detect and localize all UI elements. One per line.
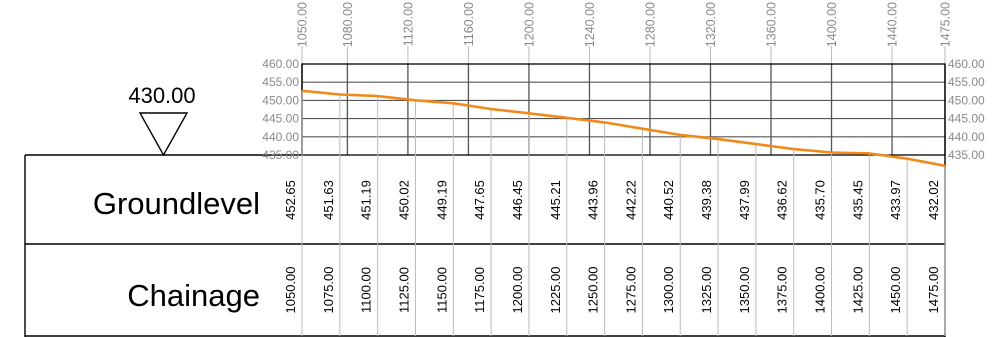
chainage-value: 1325.00 [699, 267, 714, 314]
chainage-value: 1450.00 [888, 267, 903, 314]
y-axis-label-right: 450.00 [948, 93, 985, 107]
groundlevel-value: 447.65 [472, 180, 487, 220]
groundlevel-value: 439.38 [699, 180, 714, 220]
top-axis-tick-label: 1360.00 [765, 2, 779, 47]
chainage-value: 1225.00 [548, 267, 563, 314]
datum-level-label: 430.00 [128, 83, 195, 108]
chainage-value: 1400.00 [813, 267, 828, 314]
chainage-value: 1150.00 [434, 267, 449, 313]
top-axis-tick-label: 1080.00 [341, 2, 355, 47]
groundlevel-value: 451.19 [359, 180, 374, 220]
chainage-value: 1250.00 [586, 267, 601, 314]
top-axis-tick-label: 1280.00 [643, 2, 657, 47]
chainage-value: 1475.00 [926, 267, 941, 314]
top-axis-tick-label: 1440.00 [886, 2, 900, 47]
groundlevel-value: 445.21 [548, 180, 563, 220]
chainage-value: 1375.00 [775, 267, 790, 314]
chainage-value: 1050.00 [283, 267, 298, 314]
chainage-row-label: Chainage [127, 278, 260, 313]
chainage-value: 1125.00 [396, 267, 411, 313]
top-axis-tick-label: 1200.00 [522, 2, 536, 47]
datum-triangle-icon [138, 112, 189, 157]
groundlevel-value: 437.99 [737, 180, 752, 220]
groundlevel-value: 432.02 [926, 180, 941, 220]
top-axis-tick-label: 1120.00 [401, 2, 415, 46]
top-axis-tick-label: 1320.00 [704, 2, 718, 47]
ground-profile-line [301, 89, 946, 168]
groundlevel-value: 450.02 [396, 180, 411, 220]
groundlevel-value: 446.45 [510, 180, 525, 220]
station-guides [301, 90, 946, 336]
top-axis-tick-label: 1050.00 [296, 2, 310, 47]
y-axis-label-right: 440.00 [948, 130, 985, 144]
top-axis-tick-label: 1160.00 [462, 2, 476, 46]
groundlevel-value: 435.70 [813, 180, 828, 220]
plot-frame [301, 63, 946, 156]
top-axis-tick-label: 1475.00 [939, 2, 953, 47]
groundlevel-value: 449.19 [434, 180, 449, 220]
top-axis-tick-label: 1400.00 [825, 2, 839, 47]
chainage-value: 1275.00 [623, 267, 638, 314]
y-axis-label-left: 440.00 [262, 130, 299, 144]
chainage-value: 1100.00 [359, 267, 374, 313]
chainage-value: 1350.00 [737, 267, 752, 314]
y-axis-label-left: 450.00 [262, 93, 299, 107]
groundlevel-value: 433.97 [888, 180, 903, 220]
y-axis-label-right: 445.00 [948, 112, 985, 126]
axis-labels: 460.00 460.00 455.00 455.00 450.00 450.00 445.… [262, 2, 985, 162]
y-axis-label-right: 435.00 [948, 148, 985, 162]
chainage-value: 1075.00 [321, 267, 336, 314]
y-axis-label-left: 455.00 [262, 75, 299, 89]
groundlevel-value: 440.52 [661, 180, 676, 220]
groundlevel-value: 443.96 [586, 180, 601, 220]
groundlevel-value: 435.45 [850, 180, 865, 220]
chainage-value: 1175.00 [472, 267, 487, 313]
groundlevel-row-label: Groundlevel [93, 186, 260, 221]
chainage-value: 1200.00 [510, 267, 525, 314]
groundlevel-value: 442.22 [623, 180, 638, 220]
station-values: 452.65 1050.00 451.63 1075.00 451.19 1100.00 4… [283, 180, 941, 313]
groundlevel-value: 436.62 [775, 180, 790, 220]
y-axis-label-left: 435.00 [262, 148, 299, 162]
groundlevel-value: 452.65 [283, 180, 298, 220]
y-axis-label-right: 455.00 [948, 75, 985, 89]
chainage-value: 1300.00 [661, 267, 676, 314]
top-axis-tick-label: 1240.00 [583, 2, 597, 47]
y-axis-label-right: 460.00 [948, 57, 985, 71]
groundlevel-value: 451.63 [321, 180, 336, 220]
y-axis-label-left: 460.00 [262, 57, 299, 71]
ground-profile [301, 89, 946, 168]
y-axis-label-left: 445.00 [262, 112, 299, 126]
chainage-value: 1425.00 [850, 267, 865, 314]
profile-grid [301, 46, 946, 156]
